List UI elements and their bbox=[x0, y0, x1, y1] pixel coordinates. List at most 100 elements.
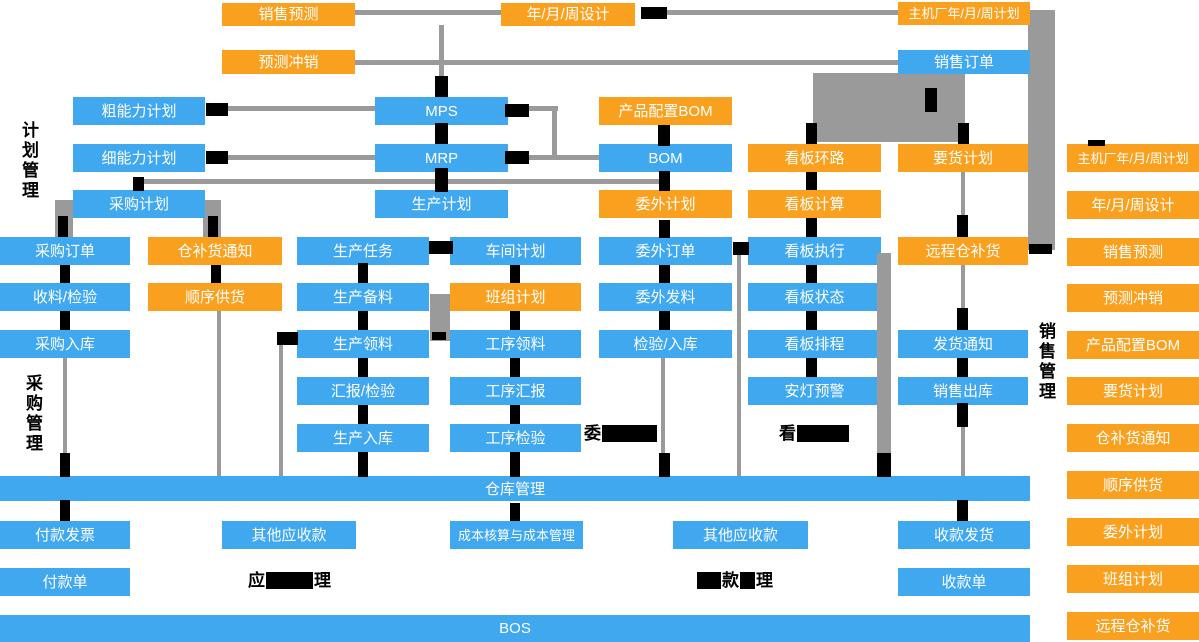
connector-mark bbox=[641, 7, 667, 19]
kanban-status: 看板状态 bbox=[748, 283, 881, 311]
connector-mark bbox=[206, 151, 228, 164]
connector-mark bbox=[510, 311, 520, 330]
sales-management-label: 销售管理 bbox=[1036, 322, 1055, 402]
connector-mark bbox=[1088, 140, 1105, 146]
kanban-loop: 看板环路 bbox=[748, 144, 881, 172]
connector-mark bbox=[60, 500, 70, 521]
connector-mark bbox=[358, 263, 368, 283]
mps: MPS bbox=[375, 97, 508, 125]
bos-bar-label: BOS bbox=[499, 620, 531, 637]
connector-line bbox=[528, 155, 599, 160]
connector-mark bbox=[277, 332, 298, 345]
connector-mark bbox=[510, 405, 520, 424]
bos-bar: BOS bbox=[0, 615, 1030, 642]
bom: BOM bbox=[599, 144, 732, 172]
sales-order: 销售订单 bbox=[898, 50, 1030, 74]
plan-management-label: 计划管理 bbox=[19, 121, 38, 201]
connector-line bbox=[737, 250, 741, 476]
production-inbound: 生产入库 bbox=[297, 424, 429, 452]
connector-line bbox=[135, 179, 667, 184]
connector-mark bbox=[432, 332, 446, 340]
mrp: MRP bbox=[375, 144, 508, 172]
connector-line bbox=[279, 340, 283, 476]
connector-mark bbox=[510, 358, 520, 377]
connector-mark bbox=[806, 265, 817, 283]
outsourcing-management-label: 委 bbox=[584, 425, 657, 442]
connector-line bbox=[439, 25, 444, 97]
other-receivables-left: 其他应收款 bbox=[222, 521, 356, 549]
connector-mark bbox=[659, 453, 670, 477]
connector-line bbox=[225, 155, 375, 160]
connector-line bbox=[661, 358, 665, 476]
inspection-inbound: 检验/入库 bbox=[599, 330, 732, 358]
outsourcing-plan: 委外计划 bbox=[599, 190, 732, 218]
connector-mark bbox=[659, 311, 670, 330]
connector-mark bbox=[505, 104, 529, 117]
rc-remote-warehouse-replenish: 远程仓补货 bbox=[1067, 612, 1199, 640]
sequence-supply: 顺序供货 bbox=[148, 283, 282, 311]
connector-mark bbox=[806, 172, 817, 190]
connector-mark bbox=[806, 311, 817, 330]
connector-mark bbox=[60, 453, 70, 477]
connector-mark bbox=[957, 500, 968, 521]
connector-line bbox=[217, 311, 221, 476]
connector-line bbox=[813, 73, 965, 142]
connector-mark bbox=[957, 403, 968, 427]
receiving-inspection: 收料/检验 bbox=[0, 283, 130, 311]
warehouse-management-bar-label: 仓库管理 bbox=[484, 481, 545, 498]
cost-accounting: 成本核算与成本管理 bbox=[450, 521, 583, 549]
connector-mark bbox=[958, 123, 969, 144]
process-material-issue: 工序领料 bbox=[450, 330, 581, 358]
rc-team-plan: 班组计划 bbox=[1067, 565, 1199, 593]
production-plan: 生产计划 bbox=[375, 190, 508, 218]
label-fragment: 应 bbox=[248, 571, 265, 590]
connector-mark bbox=[659, 265, 670, 283]
purchase-order: 采购订单 bbox=[0, 237, 130, 265]
label-fragment: 理 bbox=[314, 571, 331, 590]
connector-mark bbox=[435, 76, 448, 97]
label-fragment: 看 bbox=[779, 424, 796, 443]
receivables-management-label: 款理 bbox=[697, 572, 773, 589]
connector-line bbox=[961, 172, 965, 237]
connector-mark bbox=[733, 242, 749, 255]
connector-mark bbox=[429, 241, 453, 254]
connector-line bbox=[663, 10, 898, 15]
connector-mark bbox=[659, 171, 670, 191]
label-fragment: 款 bbox=[722, 571, 739, 590]
delivery-plan: 要货计划 bbox=[898, 144, 1028, 172]
rc-year-month-week-design: 年/月/周设计 bbox=[1067, 191, 1199, 219]
connector-mark bbox=[60, 265, 70, 283]
shipping-notice: 发货通知 bbox=[898, 330, 1028, 358]
connector-line bbox=[1028, 10, 1055, 250]
outsourcing-material-issue: 委外发料 bbox=[599, 283, 732, 311]
rc-oem-year-month-week-plan: 主机厂年/月/周计划 bbox=[1067, 144, 1199, 172]
sales-outbound: 销售出库 bbox=[898, 377, 1028, 405]
year-month-week-design-top: 年/月/周设计 bbox=[501, 3, 635, 26]
kanban-calc: 看板计算 bbox=[748, 190, 881, 218]
connector-line bbox=[225, 106, 375, 111]
rc-delivery-plan: 要货计划 bbox=[1067, 377, 1199, 405]
connector-mark bbox=[957, 358, 968, 377]
connector-mark bbox=[510, 503, 520, 521]
connector-mark bbox=[133, 177, 144, 191]
rc-sales-forecast: 销售预测 bbox=[1067, 238, 1199, 266]
label-fragment: 理 bbox=[756, 571, 773, 590]
rc-warehouse-replenish-notice: 仓补货通知 bbox=[1067, 424, 1199, 452]
sales-forecast-top: 销售预测 bbox=[222, 3, 355, 26]
oem-year-month-week-plan-top: 主机厂年/月/周计划 bbox=[898, 2, 1030, 25]
kanban-management-label: 看 bbox=[779, 425, 849, 442]
connector-mark bbox=[358, 452, 368, 477]
production-material-prep: 生产备料 bbox=[297, 283, 429, 311]
connector-line bbox=[355, 60, 898, 65]
kanban-schedule: 看板排程 bbox=[748, 330, 881, 358]
production-task: 生产任务 bbox=[297, 237, 429, 265]
connector-mark bbox=[60, 311, 70, 330]
connector-line bbox=[961, 265, 965, 330]
connector-mark bbox=[208, 216, 218, 237]
kanban-exec: 看板执行 bbox=[748, 237, 881, 265]
connector-mark bbox=[211, 265, 221, 283]
connector-mark bbox=[957, 215, 968, 237]
fine-capacity-plan: 细能力计划 bbox=[73, 144, 205, 172]
connector-mark bbox=[1029, 244, 1052, 254]
